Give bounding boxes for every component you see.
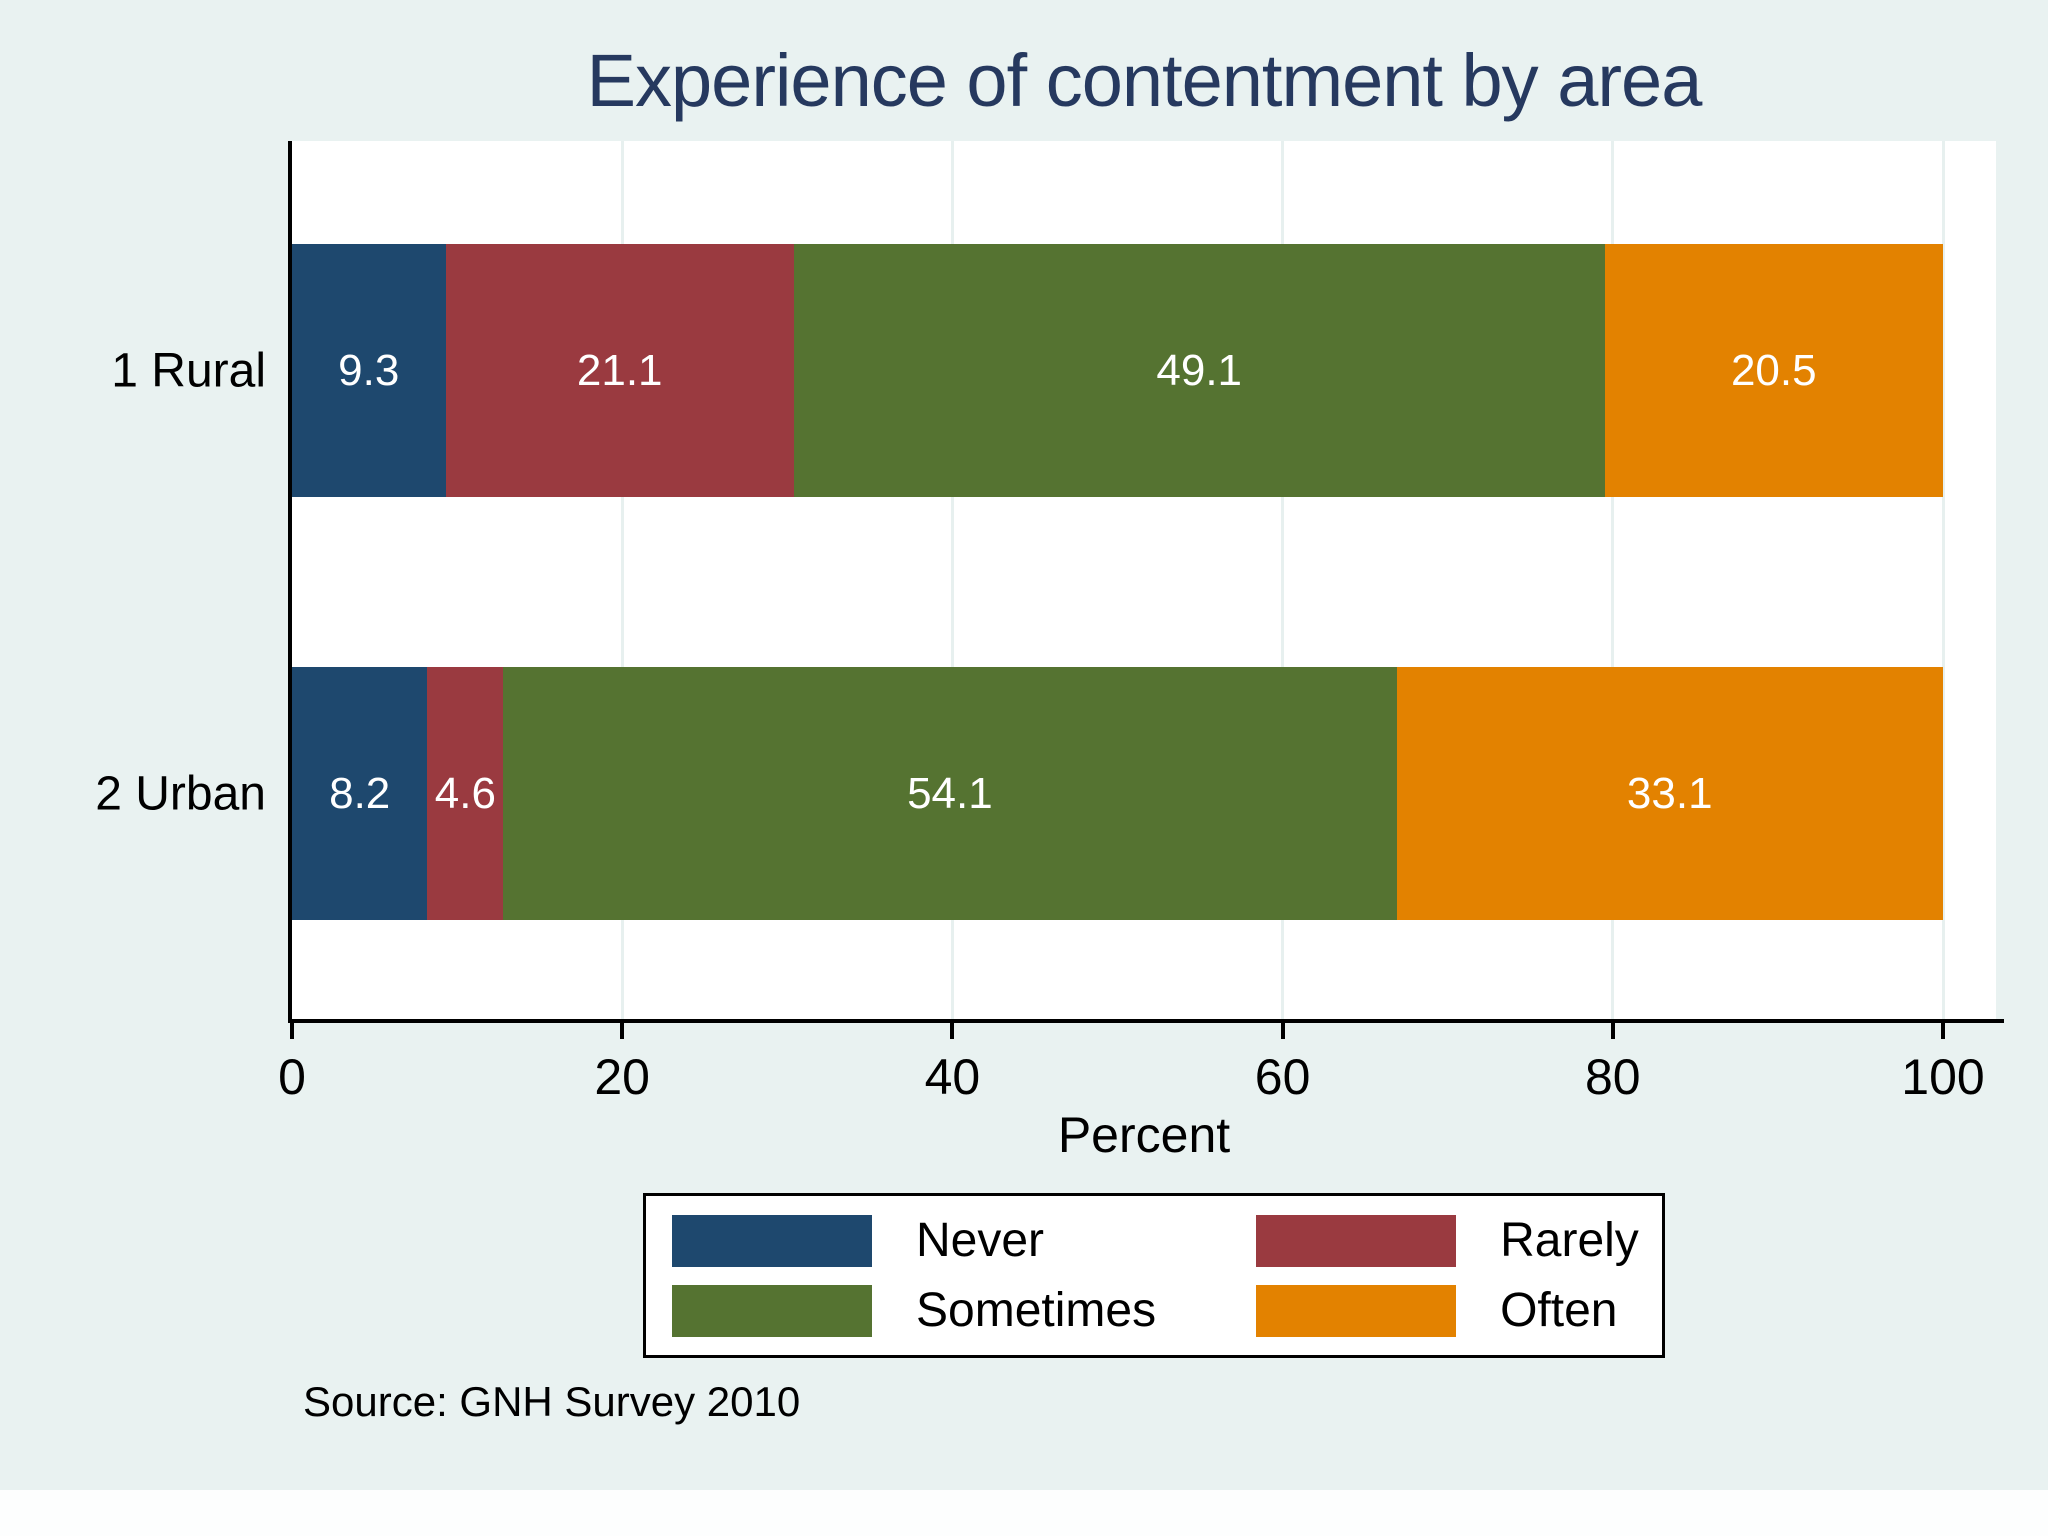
x-axis-title: Percent xyxy=(1057,1107,1231,1163)
bar-segment-often: 33.1 xyxy=(1396,667,1943,920)
tick-mark-0 xyxy=(290,1023,294,1039)
bar-value-label: 54.1 xyxy=(907,768,993,818)
bar-value-label: 49.1 xyxy=(1156,345,1243,395)
tick-mark-80 xyxy=(1610,1023,1615,1039)
chart-title: Experience of contentment by area xyxy=(586,39,1703,122)
legend-label-sometimes: Sometimes xyxy=(916,1284,1157,1337)
legend-item-sometimes: Sometimes xyxy=(672,1283,1256,1338)
bar-segment-often: 20.5 xyxy=(1604,244,1943,497)
source-note: Source: GNH Survey 2010 xyxy=(303,1378,801,1425)
gridline-x-20 xyxy=(620,141,624,1021)
bar-value-label: 33.1 xyxy=(1626,768,1713,818)
category-label-1-rural: 1 Rural xyxy=(111,344,266,397)
tick-label-40: 40 xyxy=(924,1049,981,1105)
tick-mark-60 xyxy=(1280,1023,1285,1039)
bar-segment-rarely: 21.1 xyxy=(445,244,794,497)
category-label-2-urban: 2 Urban xyxy=(95,767,266,820)
legend-item-never: Never xyxy=(672,1213,1256,1268)
bar-2-urban: 8.2 4.6 54.1 33.1 xyxy=(292,667,1943,920)
legend-label-often: Often xyxy=(1500,1284,1618,1337)
x-axis-line xyxy=(288,1019,2004,1023)
tick-mark-40 xyxy=(950,1023,955,1039)
tick-label-80: 80 xyxy=(1584,1049,1641,1105)
gridline-x-60 xyxy=(1281,141,1285,1021)
gridline-x-100 xyxy=(1941,141,1945,1021)
tick-mark-20 xyxy=(620,1023,625,1039)
bar-segment-never: 9.3 xyxy=(292,244,446,497)
legend-label-never: Never xyxy=(916,1214,1045,1267)
bar-value-label: 8.2 xyxy=(329,768,391,818)
bar-segment-sometimes: 54.1 xyxy=(503,667,1397,920)
bar-value-label: 21.1 xyxy=(576,345,663,395)
legend-swatch-never xyxy=(672,1214,872,1267)
tick-label-60: 60 xyxy=(1254,1049,1311,1105)
legend: Never Rarely Sometimes Often xyxy=(643,1193,1665,1358)
bar-segment-rarely: 4.6 xyxy=(427,667,504,920)
bar-value-label: 20.5 xyxy=(1730,345,1817,395)
legend-label-rarely: Rarely xyxy=(1500,1214,1639,1267)
legend-swatch-often xyxy=(1256,1284,1457,1337)
tick-label-100: 100 xyxy=(1901,1049,1985,1105)
bar-value-label: 4.6 xyxy=(434,768,496,818)
legend-item-rarely: Rarely xyxy=(1256,1213,1662,1268)
plot-area: 9.3 21.1 49.1 20.5 8.2 4.6 54.1 33.1 xyxy=(292,141,1996,1021)
tick-mark-100 xyxy=(1941,1023,1945,1039)
tick-label-20: 20 xyxy=(594,1049,650,1105)
legend-item-often: Often xyxy=(1256,1283,1662,1338)
legend-swatch-rarely xyxy=(1256,1214,1457,1267)
tick-label-0: 0 xyxy=(278,1049,306,1105)
bar-segment-never: 8.2 xyxy=(292,667,428,920)
gridline-x-40 xyxy=(950,141,954,1021)
legend-swatch-sometimes xyxy=(672,1284,872,1337)
bar-value-label: 9.3 xyxy=(338,345,400,395)
bar-segment-sometimes: 49.1 xyxy=(793,244,1605,497)
y-axis-line xyxy=(288,141,292,1023)
gridline-x-80 xyxy=(1611,141,1615,1021)
bar-1-rural: 9.3 21.1 49.1 20.5 xyxy=(292,244,1943,497)
